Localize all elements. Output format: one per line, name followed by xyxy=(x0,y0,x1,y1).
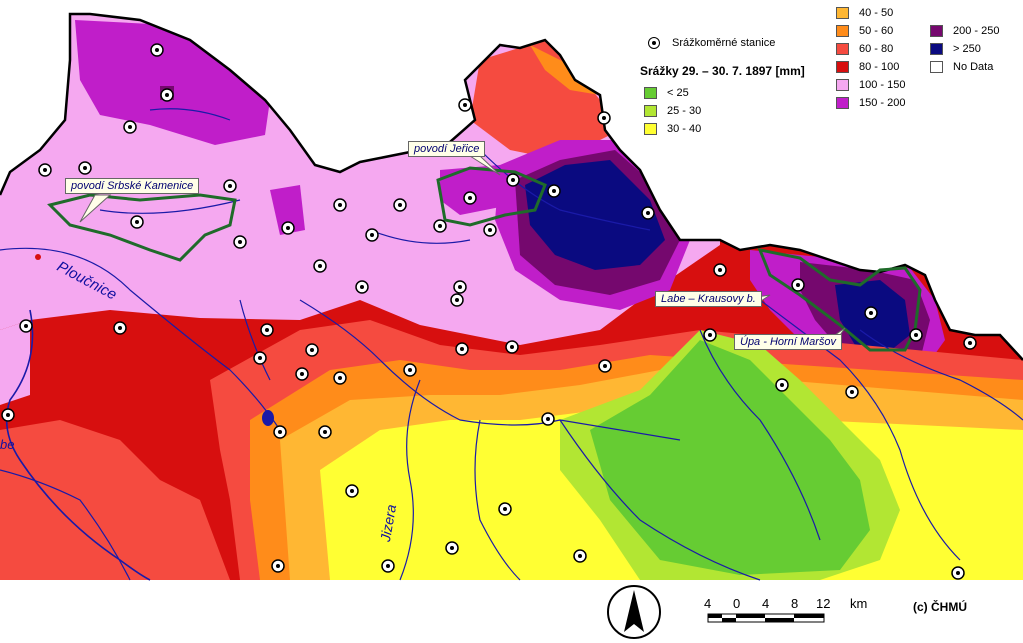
legend-swatch xyxy=(836,43,849,56)
copyright: (c) ČHMÚ xyxy=(913,600,967,614)
legend-item: 150 - 200 xyxy=(836,96,905,110)
callout-upa-horni-marsov: Úpa - Horní Maršov xyxy=(734,334,842,350)
city-marker xyxy=(35,254,41,260)
station-legend: Srážkoměrné stanice xyxy=(648,37,776,50)
legend-swatch xyxy=(930,43,943,56)
legend-swatch xyxy=(644,105,657,118)
callout-pointers xyxy=(79,155,846,339)
legend-label: 150 - 200 xyxy=(859,97,906,109)
legend-item: < 25 xyxy=(644,86,689,100)
river-network xyxy=(0,108,1023,581)
state-border xyxy=(0,12,1023,361)
callout-jerice: povodí Jeřice xyxy=(408,141,486,157)
legend-swatch xyxy=(644,123,657,136)
legend-swatch xyxy=(930,25,943,38)
scale-tick: 4 xyxy=(704,596,712,611)
zone-60-80-southwest xyxy=(0,420,230,580)
legend-label: 200 - 250 xyxy=(953,25,1000,37)
catchment-jerice xyxy=(436,166,547,227)
legend-item: 100 - 150 xyxy=(836,78,905,92)
legend-item: 80 - 100 xyxy=(836,60,899,74)
zone-under-25 xyxy=(590,340,870,575)
north-arrow-icon xyxy=(607,585,661,639)
zone-150-200-west xyxy=(270,185,305,235)
scale-bar xyxy=(707,613,825,623)
zone-over-250-centre xyxy=(525,160,665,270)
zone-100-150-west xyxy=(0,320,30,405)
zone-150-200-northwest xyxy=(75,20,270,145)
legend-label: 80 - 100 xyxy=(859,61,900,73)
zone-150-200-jerice xyxy=(440,165,510,215)
legend-item: 30 - 40 xyxy=(644,122,701,136)
legend-swatch xyxy=(836,25,849,38)
legend-label: 25 - 30 xyxy=(667,105,702,117)
legend-label: No Data xyxy=(953,61,994,73)
scale-tick: 8 xyxy=(791,596,799,611)
rain-station-dots xyxy=(6,48,972,575)
legend-label: 50 - 60 xyxy=(859,25,894,37)
scale-tick: 4 xyxy=(762,596,770,611)
callout-labe-krausovy: Labe – Krausovy b. xyxy=(655,291,762,307)
legend-item: 50 - 60 xyxy=(836,24,893,38)
reservoir-icon xyxy=(262,410,274,426)
station-legend-label: Srážkoměrné stanice xyxy=(672,37,776,49)
legend-item: 40 - 50 xyxy=(836,6,893,20)
legend-swatch xyxy=(836,61,849,74)
scale-tick: 12 xyxy=(816,596,831,611)
legend-label: 30 - 40 xyxy=(667,123,702,135)
legend-item: No Data xyxy=(930,60,993,74)
legend-swatch xyxy=(644,87,657,100)
legend-label: < 25 xyxy=(667,87,689,99)
legend-swatch xyxy=(930,61,943,74)
legend-swatch xyxy=(836,97,849,110)
callout-srbske-kamenice: povodí Srbské Kamenice xyxy=(65,178,200,194)
scale-unit: km xyxy=(850,596,868,611)
legend-item: 25 - 30 xyxy=(644,104,701,118)
legend-swatch xyxy=(836,7,849,20)
river-label-labe-fragment: be xyxy=(0,437,15,452)
legend-item: 200 - 250 xyxy=(930,24,999,38)
legend-title: Srážky 29. – 30. 7. 1897 [mm] xyxy=(640,64,805,78)
catchment-labe-krausovy xyxy=(757,247,922,352)
legend-item: 60 - 80 xyxy=(836,42,893,56)
legend-swatch xyxy=(836,79,849,92)
legend-item: > 250 xyxy=(930,42,981,56)
legend-label: 100 - 150 xyxy=(859,79,906,91)
legend-label: 60 - 80 xyxy=(859,43,894,55)
catchment-boundaries xyxy=(47,166,922,352)
legend-label: 40 - 50 xyxy=(859,7,894,19)
station-symbol-icon xyxy=(648,37,660,50)
scale-tick: 0 xyxy=(733,596,741,611)
catchment-srbske-kamenice xyxy=(47,193,237,262)
legend-label: > 250 xyxy=(953,43,981,55)
